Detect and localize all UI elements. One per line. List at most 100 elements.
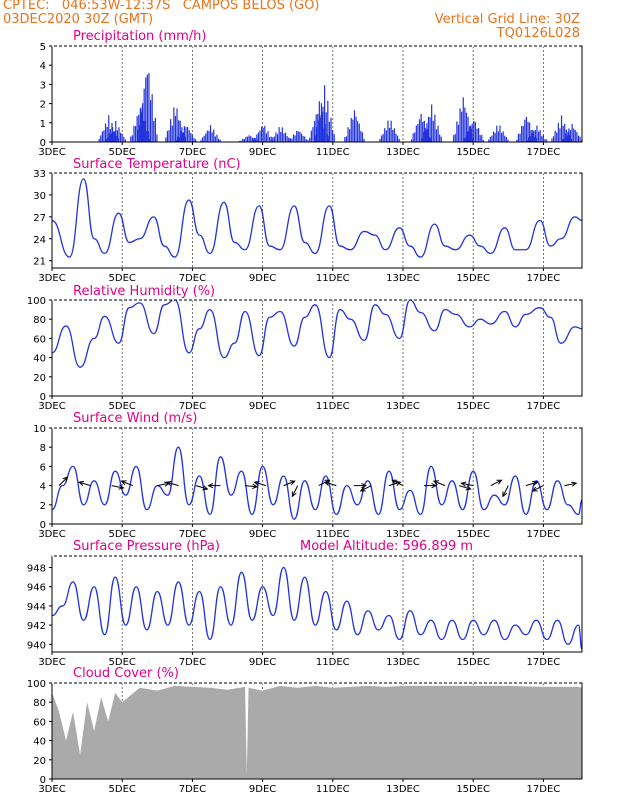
precip-bar — [283, 133, 285, 142]
precip-bar — [349, 129, 351, 142]
precip-bar — [240, 140, 242, 142]
precip-bar — [170, 119, 172, 142]
precip-bar — [428, 137, 430, 142]
cloud-cover-ytick-label: 80 — [33, 698, 46, 709]
precip-bar — [145, 77, 147, 142]
header-station: CPTEC: 046:53W-12:37S CAMPOS BELOS (GO) — [3, 0, 320, 13]
precip-bar — [178, 120, 180, 142]
precip-bar — [507, 139, 509, 142]
precip-bar — [104, 123, 107, 142]
precip-bar — [149, 138, 151, 142]
precip-bar — [180, 131, 182, 142]
precip-bar — [541, 136, 543, 142]
wind-arrow-head — [431, 482, 438, 489]
precip-bar — [432, 120, 434, 142]
precip-bar — [182, 132, 185, 142]
model-altitude: Model Altitude: 596.899 m — [300, 539, 473, 554]
precip-bar — [314, 135, 316, 142]
precip-bar — [138, 114, 140, 142]
precip-bar — [209, 125, 212, 142]
precip-bar — [143, 88, 145, 142]
precip-bar — [300, 133, 303, 142]
precip-bar — [325, 112, 327, 142]
precip-bar — [176, 108, 178, 142]
precip-bar — [465, 137, 467, 142]
precip-bar — [525, 116, 528, 142]
precip-bar — [410, 139, 413, 142]
precip-bar — [103, 130, 105, 142]
precip-bar — [153, 121, 155, 142]
precip-bar — [260, 126, 263, 142]
precip-bar — [574, 130, 576, 142]
precip-bar — [245, 136, 247, 142]
precip-bar — [114, 130, 116, 142]
precip-bar — [257, 132, 259, 142]
precip-bar — [121, 133, 123, 142]
precip-bar — [454, 133, 456, 142]
precip-bar — [347, 127, 349, 142]
wind-arrow-head — [359, 486, 366, 492]
precip-bar — [146, 130, 148, 142]
temperature-ytick-label: 33 — [33, 169, 46, 180]
wind-arrow — [564, 482, 577, 487]
precip-bar — [423, 131, 425, 142]
wind-xtick-label: 7DEC — [179, 529, 206, 540]
precip-bar — [358, 123, 360, 142]
precip-bar — [529, 122, 531, 142]
wind-arrow-head — [432, 480, 439, 486]
precip-bar — [177, 136, 179, 142]
wind-arrow — [254, 481, 267, 487]
precip-bar — [379, 138, 381, 142]
precip-bar — [313, 121, 316, 142]
precip-bar — [418, 119, 421, 142]
precip-bar — [140, 107, 142, 142]
precip-bar — [268, 137, 271, 142]
precip-bar — [107, 137, 109, 142]
precip-bar — [398, 138, 400, 142]
humidity-line — [51, 299, 583, 368]
precip-bar — [175, 140, 177, 142]
precip-bar — [461, 111, 463, 142]
precip-bar — [243, 138, 245, 142]
precip-bar — [482, 139, 484, 142]
pressure-xtick-label: 3DEC — [38, 657, 65, 668]
precip-bar — [111, 122, 113, 142]
precip-bar — [576, 132, 578, 142]
precip-bar — [568, 135, 571, 142]
wind-arrow — [490, 479, 502, 487]
precip-bar — [536, 125, 538, 142]
cloud-area — [52, 685, 582, 779]
precip-bar — [440, 136, 442, 142]
precip-bar — [281, 127, 283, 142]
precip-bar — [537, 131, 540, 142]
wind-xtick-label: 5DEC — [109, 529, 136, 540]
precip-bar — [469, 126, 471, 142]
precip-bar — [248, 135, 250, 142]
temperature-line — [51, 178, 583, 258]
precip-bar — [217, 138, 220, 142]
precip-bar — [564, 123, 566, 142]
precip-bar — [395, 133, 397, 142]
precip-bar — [505, 136, 507, 142]
precip-bar — [562, 125, 564, 142]
wind-xtick-label: 9DEC — [249, 529, 276, 540]
temperature-panel — [49, 172, 583, 271]
wind-arrow — [525, 481, 538, 487]
precip-bar — [113, 131, 115, 142]
precip-bar — [565, 133, 567, 142]
precip-bar — [304, 136, 306, 142]
precip-bar — [317, 120, 319, 142]
cloud-cover-ytick-label: 60 — [33, 717, 46, 728]
precip-bar — [98, 138, 100, 142]
wind-arrow — [502, 485, 509, 497]
wind-arrow — [111, 485, 124, 489]
precip-bar — [139, 108, 141, 142]
precip-bar — [166, 130, 169, 142]
precip-bar — [181, 127, 183, 142]
precip-bar — [251, 137, 253, 142]
precip-bar — [497, 131, 499, 142]
header-grid-note: Vertical Grid Line: 30Z — [434, 12, 580, 27]
cloud-cover-xtick-label: 7DEC — [179, 784, 206, 795]
temperature-frame — [51, 172, 583, 269]
wind-arrow-head — [252, 483, 259, 489]
